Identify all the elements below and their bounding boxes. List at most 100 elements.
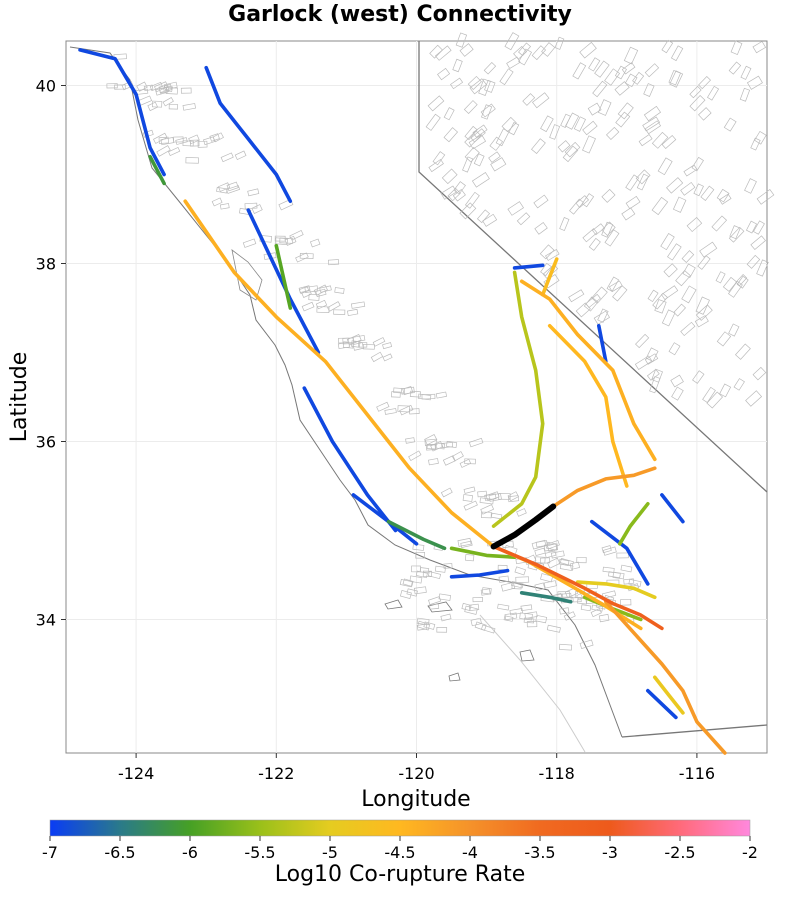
fault-trace — [603, 599, 727, 755]
fault-box — [412, 543, 425, 551]
fault-box — [422, 570, 432, 577]
fault-box — [485, 491, 500, 502]
fault-box — [546, 624, 561, 633]
fault-box — [522, 93, 536, 106]
fault-box — [301, 301, 315, 312]
fault-box — [534, 582, 546, 592]
fault-box — [624, 73, 638, 88]
fault-box — [671, 386, 684, 401]
bay-outline — [231, 249, 263, 301]
fault-box — [699, 241, 718, 258]
fault-box — [729, 225, 741, 240]
fault-box — [620, 598, 632, 606]
fault-box — [707, 85, 720, 101]
colorbar-tick-label: -5 — [322, 843, 338, 862]
fault-box — [745, 220, 758, 234]
fault-box — [463, 486, 476, 494]
fault-box — [597, 308, 609, 323]
fault-trace — [204, 65, 293, 203]
fault-box — [251, 204, 263, 214]
fault-box — [149, 81, 163, 92]
fault-box — [158, 136, 169, 144]
fault-box — [468, 437, 484, 448]
fault-box — [399, 589, 412, 600]
fault-box — [428, 158, 444, 173]
fault-box — [473, 153, 485, 167]
fault-box — [535, 556, 546, 564]
fault-box — [372, 337, 386, 347]
fault-box — [352, 334, 366, 343]
fault-box — [585, 293, 601, 309]
fault-box — [557, 591, 570, 598]
fault-box — [424, 438, 438, 447]
fault-box — [623, 46, 639, 65]
fault-box — [646, 368, 660, 381]
fault-trace — [512, 263, 545, 270]
colorbar-tick-label: -2.5 — [664, 843, 695, 862]
fault-box — [247, 188, 260, 197]
fault-box — [516, 212, 531, 226]
y-tick-label: 38 — [36, 255, 56, 274]
fault-box — [612, 285, 628, 302]
fault-box — [647, 289, 659, 303]
fault-box — [654, 299, 667, 314]
fault-box — [594, 60, 610, 78]
channel-island-4 — [448, 672, 461, 682]
fault-box — [443, 563, 453, 569]
fault-box — [151, 100, 163, 108]
fault-box — [670, 374, 684, 388]
fault-box — [683, 164, 698, 177]
fault-box — [565, 112, 580, 130]
fault-box — [625, 174, 640, 191]
fault-box — [756, 189, 775, 205]
fault-box — [569, 561, 580, 570]
fault-box — [615, 111, 631, 128]
fault-trace — [652, 675, 685, 715]
fault-box — [440, 487, 453, 498]
fault-box — [643, 83, 655, 97]
fault-box — [168, 103, 179, 110]
fault-box — [668, 69, 681, 86]
fault-box — [446, 440, 458, 449]
fault-box — [334, 287, 345, 294]
fault-box — [754, 130, 767, 145]
fault-box — [464, 130, 482, 148]
fault-trace — [246, 208, 321, 355]
fault-box — [693, 183, 704, 197]
fault-box — [452, 189, 466, 202]
fault-trace — [491, 270, 545, 528]
fault-box — [614, 81, 630, 96]
fault-box — [728, 323, 740, 337]
fault-box — [429, 603, 440, 610]
fault-box — [740, 65, 752, 80]
fault-box — [463, 500, 478, 511]
fault-box — [464, 605, 478, 615]
y-axis-label: Latitude — [7, 352, 32, 443]
fault-trace — [449, 568, 510, 579]
fault-box — [507, 491, 520, 502]
fault-box — [569, 198, 584, 215]
fault-box — [347, 308, 359, 317]
fault-box — [605, 126, 620, 141]
fault-box — [504, 612, 518, 621]
fault-box — [728, 226, 745, 243]
fault-box — [426, 444, 437, 450]
fault-box — [481, 624, 496, 634]
fault-box — [121, 80, 134, 91]
fault-box — [226, 181, 239, 192]
fault-box — [482, 213, 498, 227]
fault-box — [461, 602, 472, 612]
fault-box — [606, 276, 620, 292]
fault-box — [447, 187, 461, 202]
fault-box — [488, 492, 502, 502]
map-title: Garlock (west) Connectivity — [228, 2, 572, 27]
fault-box — [681, 250, 695, 264]
fault-box — [416, 617, 430, 626]
fault-box — [226, 185, 241, 194]
fault-box — [480, 103, 496, 118]
fault-box — [539, 244, 555, 260]
fault-box — [563, 611, 576, 621]
fault-box — [413, 586, 427, 595]
fault-box — [477, 490, 488, 498]
